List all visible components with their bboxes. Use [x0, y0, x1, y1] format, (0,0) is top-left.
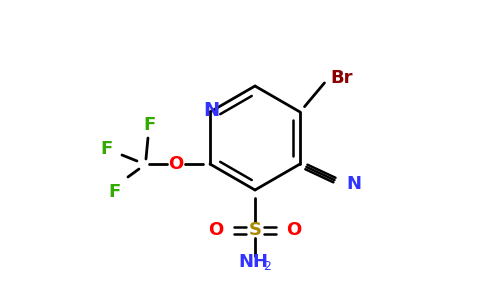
Text: Br: Br	[331, 69, 353, 87]
Text: N: N	[203, 101, 219, 121]
Text: F: F	[101, 140, 113, 158]
Text: F: F	[109, 183, 121, 201]
Text: 2: 2	[263, 260, 271, 274]
Text: O: O	[168, 155, 183, 173]
Text: F: F	[144, 116, 156, 134]
Text: S: S	[248, 221, 261, 239]
Text: N: N	[347, 175, 362, 193]
Text: O: O	[209, 221, 224, 239]
Text: NH: NH	[238, 253, 268, 271]
Text: O: O	[287, 221, 302, 239]
